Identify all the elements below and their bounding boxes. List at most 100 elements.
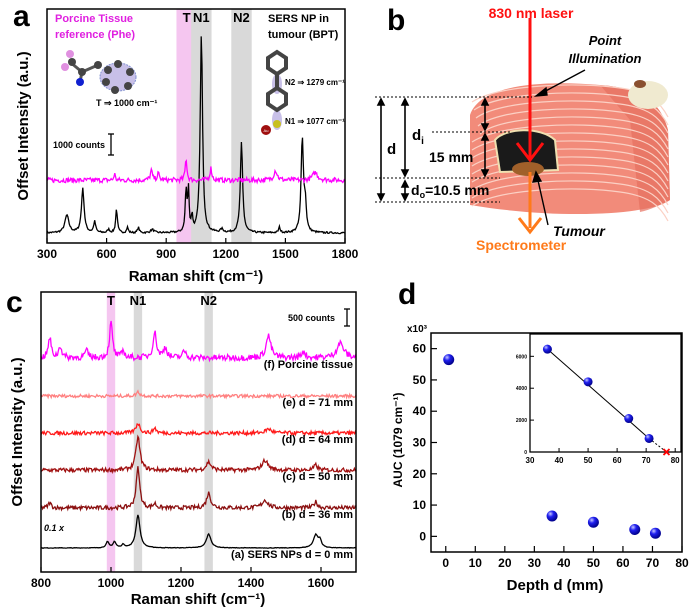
arrowhead <box>400 169 410 178</box>
x-tick-label: 70 <box>646 556 660 570</box>
band-N1 <box>191 9 212 243</box>
inset-x-tick-label: 40 <box>555 456 564 465</box>
tissue-layer <box>479 116 669 150</box>
band-label-N1: N1 <box>193 10 210 25</box>
plot-frame <box>46 8 346 244</box>
x-tick-label: 1800 <box>332 247 359 261</box>
inset-frame <box>529 333 682 453</box>
N2-assignment: N2 ⇒ 1279 cm⁻¹ <box>285 78 345 87</box>
porcine-ref-title-1: Porcine Tissue <box>55 13 133 25</box>
band-label-N2: N2 <box>200 293 217 308</box>
y-tick-label: 30 <box>413 436 427 450</box>
tissue-layer <box>473 92 669 126</box>
inset-x-tick-label: 30 <box>526 456 535 465</box>
phenylalanine-molecule-icon <box>61 50 137 94</box>
panel-letter-d: d <box>398 278 416 311</box>
thickness-label: 15 mm <box>429 149 473 165</box>
panel-b-diagram: 830 nm laser Point Illumination d di 15 … <box>375 5 670 253</box>
data-point <box>629 523 641 535</box>
do-label: do=10.5 mm <box>411 182 489 200</box>
y-tick-label: 40 <box>413 404 427 418</box>
x-tick-label: 10 <box>469 556 483 570</box>
arrowhead <box>480 97 490 106</box>
data-point <box>546 510 558 522</box>
x-tick-label: 600 <box>97 247 117 261</box>
inset-y-tick-label: 4000 <box>516 386 527 392</box>
tissue-layer <box>471 172 669 206</box>
y-axis-title: Offset Intensity (a.u.) <box>15 51 32 200</box>
panel-letter-b: b <box>387 4 405 37</box>
scale-bar <box>108 133 114 156</box>
x-tick-label: 1500 <box>272 247 299 261</box>
inset-x-tick-label: 60 <box>613 456 622 465</box>
x-tick-label: 300 <box>37 247 57 261</box>
T-assignment: T ⇒ 1000 cm⁻¹ <box>96 98 157 108</box>
tissue-block-illustration <box>470 80 670 222</box>
tissue-layer <box>471 180 669 214</box>
inset-data-point <box>583 377 593 387</box>
y-tick-label: 20 <box>413 467 427 481</box>
series-label: (d) d = 64 mm <box>282 434 353 446</box>
inset-fit-line <box>547 348 650 439</box>
x-tick-label: 1600 <box>308 576 335 590</box>
x-intercept-marker <box>662 448 671 456</box>
y-axis-title: AUC (1079 cm⁻¹) <box>391 392 405 487</box>
band-label-T: T <box>107 293 115 308</box>
inset-data-point <box>542 344 552 354</box>
tumour-cavity <box>493 129 560 174</box>
y-tick-label: 0 <box>419 529 426 543</box>
band-label-T: T <box>183 10 191 25</box>
series-label: (f) Porcine tissue <box>264 359 353 371</box>
arrowhead <box>400 97 410 106</box>
arrowhead <box>480 123 490 132</box>
data-point <box>649 527 661 539</box>
scale-bar-label: 500 counts <box>288 313 335 323</box>
spectrum-line-2 <box>40 434 357 475</box>
arrowhead <box>480 169 490 178</box>
tissue-layer <box>471 188 669 222</box>
arrowhead <box>400 179 410 188</box>
laser-arrowhead <box>515 142 545 163</box>
y-tick-label: 50 <box>413 373 427 387</box>
x-tick-label: 20 <box>498 556 512 570</box>
spectrum-line-5 <box>40 320 357 363</box>
arrowhead <box>376 193 386 202</box>
tumour-icon <box>512 162 544 176</box>
inset-data-point <box>624 414 634 424</box>
arrowhead <box>400 193 410 202</box>
y-multiplier: x10³ <box>407 324 428 335</box>
tissue-layer <box>475 100 669 134</box>
spectrum-line-1 <box>40 466 357 512</box>
x-tick-label: 1200 <box>212 247 239 261</box>
panel-d-chart: 0 10 20 30 40 50 60 70 80 0 10 20 30 40 50 60 30 40 50 60 7… <box>391 324 689 594</box>
bpt-molecule-icon: Au <box>261 49 288 135</box>
x-axis-title: Raman shift (cm⁻¹) <box>131 591 266 608</box>
spectrum-line-3 <box>40 423 357 437</box>
inset-data-point <box>644 433 654 443</box>
y-axis-title: Offset Intensity (a.u.) <box>9 357 26 506</box>
y-tick-label: 60 <box>413 342 427 356</box>
porcine-ref-title-2: reference (Phe) <box>55 29 135 41</box>
band-N2 <box>231 9 252 243</box>
series-label: (a) SERS NPs d = 0 mm <box>231 549 353 561</box>
band-N1 <box>133 292 143 572</box>
inset-x-tick-label: 80 <box>671 456 680 465</box>
arrowhead <box>480 132 490 141</box>
point-illumination-label-1: Point <box>589 33 622 48</box>
inset-x-tick-label: 50 <box>584 456 593 465</box>
panel-c-chart: T N1 N2 (a) SERS NPs d = 0 mm (b) d = 36 mm… <box>9 291 357 608</box>
series-label: (b) d = 36 mm <box>282 509 353 521</box>
di-label: di <box>412 127 424 147</box>
series-label: (c) d = 50 mm <box>282 471 353 483</box>
x-axis-title: Depth d (mm) <box>507 577 604 594</box>
x-tick-label: 80 <box>675 556 689 570</box>
scale-bar-label: 1000 counts <box>53 140 105 150</box>
data-point <box>443 354 455 366</box>
panel-letter-a: a <box>13 0 30 33</box>
x-tick-label: 1400 <box>238 576 265 590</box>
inset-y-tick-label: 6000 <box>516 354 527 360</box>
panel-letter-c: c <box>6 286 23 319</box>
spectrum-line-1 <box>46 159 346 185</box>
x-tick-label: 1000 <box>98 576 125 590</box>
spectrum-line-4 <box>40 389 357 400</box>
